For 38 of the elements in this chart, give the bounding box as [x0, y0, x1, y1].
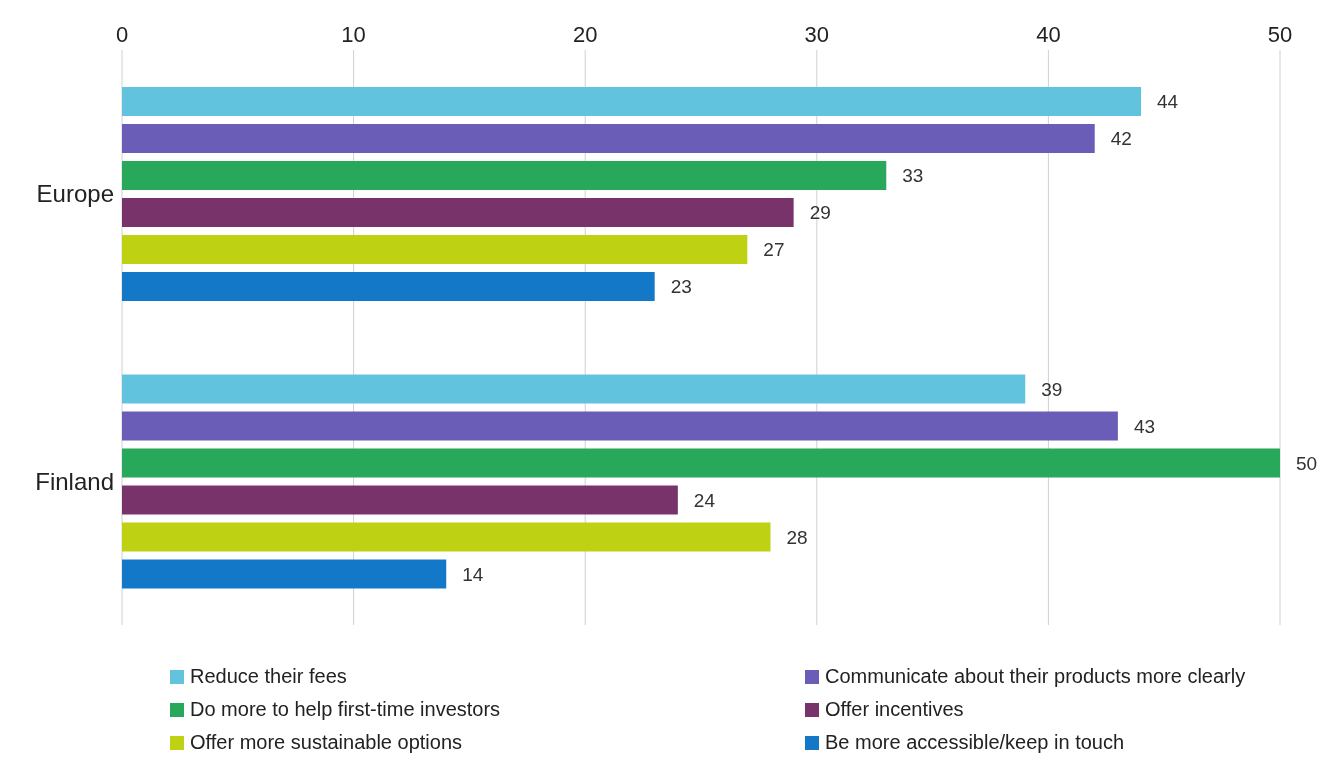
data-label: 39 — [1041, 378, 1063, 400]
x-tick-label: 10 — [341, 22, 366, 47]
y-tick-label: Europe — [36, 180, 114, 208]
x-tick-label: 20 — [572, 22, 598, 47]
bar — [122, 87, 1142, 116]
data-label: 33 — [902, 165, 924, 187]
legend-label: Offer more sustainable options — [190, 731, 463, 754]
data-label: 43 — [1133, 415, 1156, 437]
data-label: 50 — [1296, 452, 1318, 474]
legend-label: Communicate about their products more clearly — [825, 665, 1246, 688]
bar — [122, 411, 1118, 441]
bar — [122, 161, 887, 190]
data-label: 14 — [462, 563, 484, 585]
bar — [122, 198, 794, 227]
data-label: 44 — [1157, 91, 1179, 113]
y-tick-label: Finland — [35, 467, 114, 495]
legend-label: Offer incentives — [825, 698, 964, 721]
bar — [122, 448, 1280, 478]
legend-label: Reduce their fees — [190, 665, 347, 688]
bar — [122, 272, 655, 301]
x-tick-label: 0 — [115, 22, 129, 47]
x-tick-label: 40 — [1036, 22, 1061, 47]
x-tick-label: 30 — [804, 22, 830, 47]
bar — [122, 124, 1095, 153]
bar — [122, 559, 447, 589]
bar — [122, 235, 748, 264]
data-label: 28 — [786, 526, 808, 548]
bar — [122, 374, 1026, 404]
data-label: 23 — [670, 276, 692, 298]
legend-label: Do more to help first-time investors — [190, 698, 501, 721]
data-label: 24 — [693, 489, 716, 511]
legend-label: Be more accessible/keep in touch — [825, 731, 1125, 754]
bar — [122, 485, 678, 515]
data-label: 42 — [1110, 128, 1132, 150]
bar — [122, 522, 771, 552]
x-tick-label: 50 — [1267, 22, 1293, 47]
data-label: 27 — [763, 239, 785, 261]
data-label: 29 — [809, 202, 831, 224]
